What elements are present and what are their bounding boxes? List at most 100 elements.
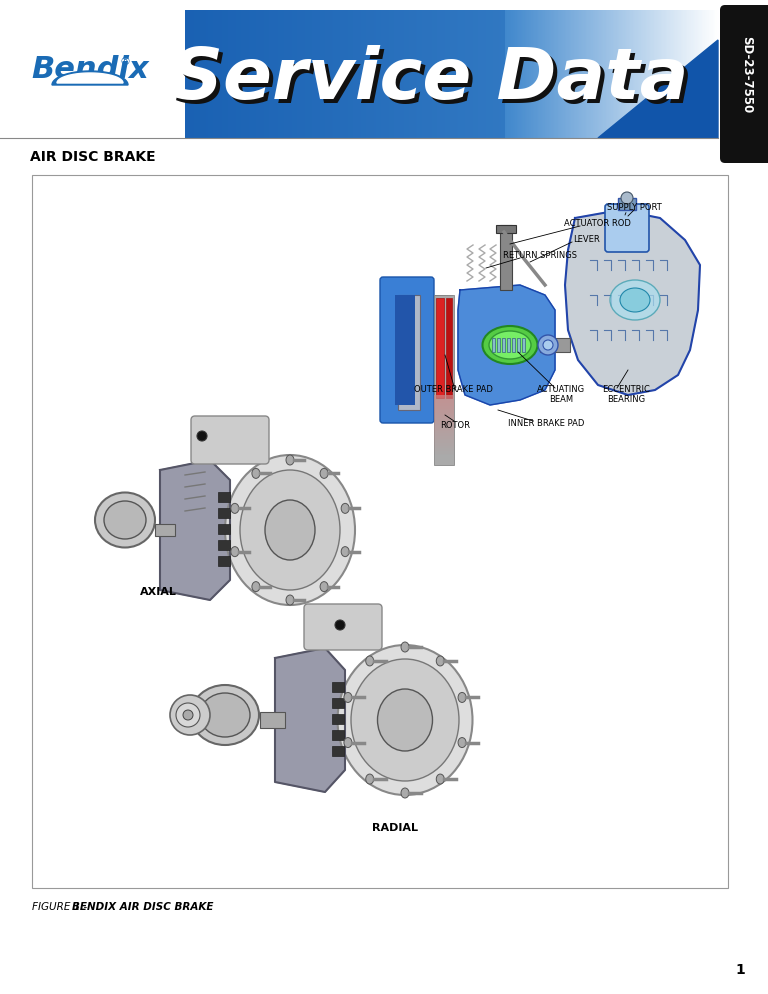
Bar: [685, 10, 687, 138]
Bar: [510, 10, 512, 138]
Bar: [524, 10, 525, 138]
Bar: [468, 10, 471, 138]
Bar: [193, 10, 195, 138]
Bar: [359, 10, 362, 138]
Bar: [566, 10, 568, 138]
Bar: [655, 10, 657, 138]
Bar: [254, 10, 256, 138]
Bar: [571, 10, 573, 138]
Bar: [680, 10, 683, 138]
Ellipse shape: [320, 581, 328, 591]
Bar: [473, 10, 475, 138]
Bar: [369, 10, 371, 138]
Bar: [606, 10, 608, 138]
Bar: [624, 10, 625, 138]
Bar: [260, 712, 285, 728]
Bar: [155, 524, 175, 536]
Bar: [631, 10, 634, 138]
Bar: [457, 10, 458, 138]
Bar: [502, 10, 504, 138]
Bar: [714, 10, 716, 138]
Bar: [675, 10, 677, 138]
Text: Service Data: Service Data: [175, 50, 693, 118]
Bar: [204, 10, 206, 138]
Bar: [230, 10, 232, 138]
Bar: [700, 10, 701, 138]
Bar: [270, 10, 272, 138]
Bar: [667, 10, 669, 138]
Bar: [227, 10, 228, 138]
Bar: [434, 406, 454, 407]
Bar: [332, 730, 344, 740]
Bar: [593, 10, 594, 138]
Bar: [658, 10, 660, 138]
Circle shape: [183, 710, 193, 720]
Bar: [305, 10, 306, 138]
Bar: [434, 447, 454, 449]
Bar: [434, 400, 454, 401]
Bar: [453, 10, 455, 138]
Bar: [637, 10, 638, 138]
Bar: [272, 10, 273, 138]
Text: ACTUATING: ACTUATING: [537, 386, 585, 395]
Bar: [283, 10, 286, 138]
Ellipse shape: [458, 693, 466, 703]
Bar: [464, 10, 465, 138]
Bar: [316, 10, 317, 138]
Bar: [570, 10, 572, 138]
Bar: [434, 10, 436, 138]
Bar: [707, 10, 709, 138]
Bar: [346, 10, 348, 138]
Bar: [439, 10, 440, 138]
Ellipse shape: [344, 693, 352, 703]
Bar: [589, 10, 591, 138]
Bar: [276, 10, 277, 138]
Bar: [434, 453, 454, 455]
Bar: [394, 10, 396, 138]
Bar: [218, 492, 230, 502]
Bar: [201, 10, 203, 138]
Bar: [338, 10, 340, 138]
Bar: [591, 10, 593, 138]
Bar: [664, 10, 665, 138]
Ellipse shape: [378, 689, 432, 751]
Circle shape: [335, 620, 345, 630]
Bar: [529, 10, 531, 138]
Bar: [269, 10, 271, 138]
Bar: [434, 414, 454, 416]
Bar: [389, 10, 391, 138]
Bar: [622, 10, 624, 138]
Bar: [373, 10, 375, 138]
Bar: [349, 10, 351, 138]
Ellipse shape: [489, 331, 531, 359]
Bar: [383, 10, 386, 138]
Bar: [250, 10, 252, 138]
Bar: [497, 10, 498, 138]
Bar: [434, 444, 454, 446]
Polygon shape: [598, 40, 718, 138]
Bar: [434, 413, 454, 414]
Ellipse shape: [341, 503, 349, 513]
Ellipse shape: [231, 547, 239, 557]
Bar: [350, 10, 352, 138]
FancyBboxPatch shape: [380, 277, 434, 423]
Bar: [434, 395, 454, 397]
Bar: [618, 198, 636, 210]
Bar: [472, 10, 473, 138]
Bar: [522, 338, 525, 352]
Bar: [392, 10, 393, 138]
Bar: [461, 10, 462, 138]
Bar: [693, 10, 694, 138]
Bar: [602, 10, 604, 138]
Bar: [549, 10, 551, 138]
Bar: [196, 10, 197, 138]
Bar: [434, 426, 454, 428]
Bar: [479, 10, 482, 138]
Bar: [697, 10, 699, 138]
Bar: [649, 10, 650, 138]
Bar: [218, 508, 230, 518]
Bar: [194, 10, 196, 138]
Bar: [717, 10, 719, 138]
Bar: [332, 698, 344, 708]
Ellipse shape: [240, 470, 340, 590]
